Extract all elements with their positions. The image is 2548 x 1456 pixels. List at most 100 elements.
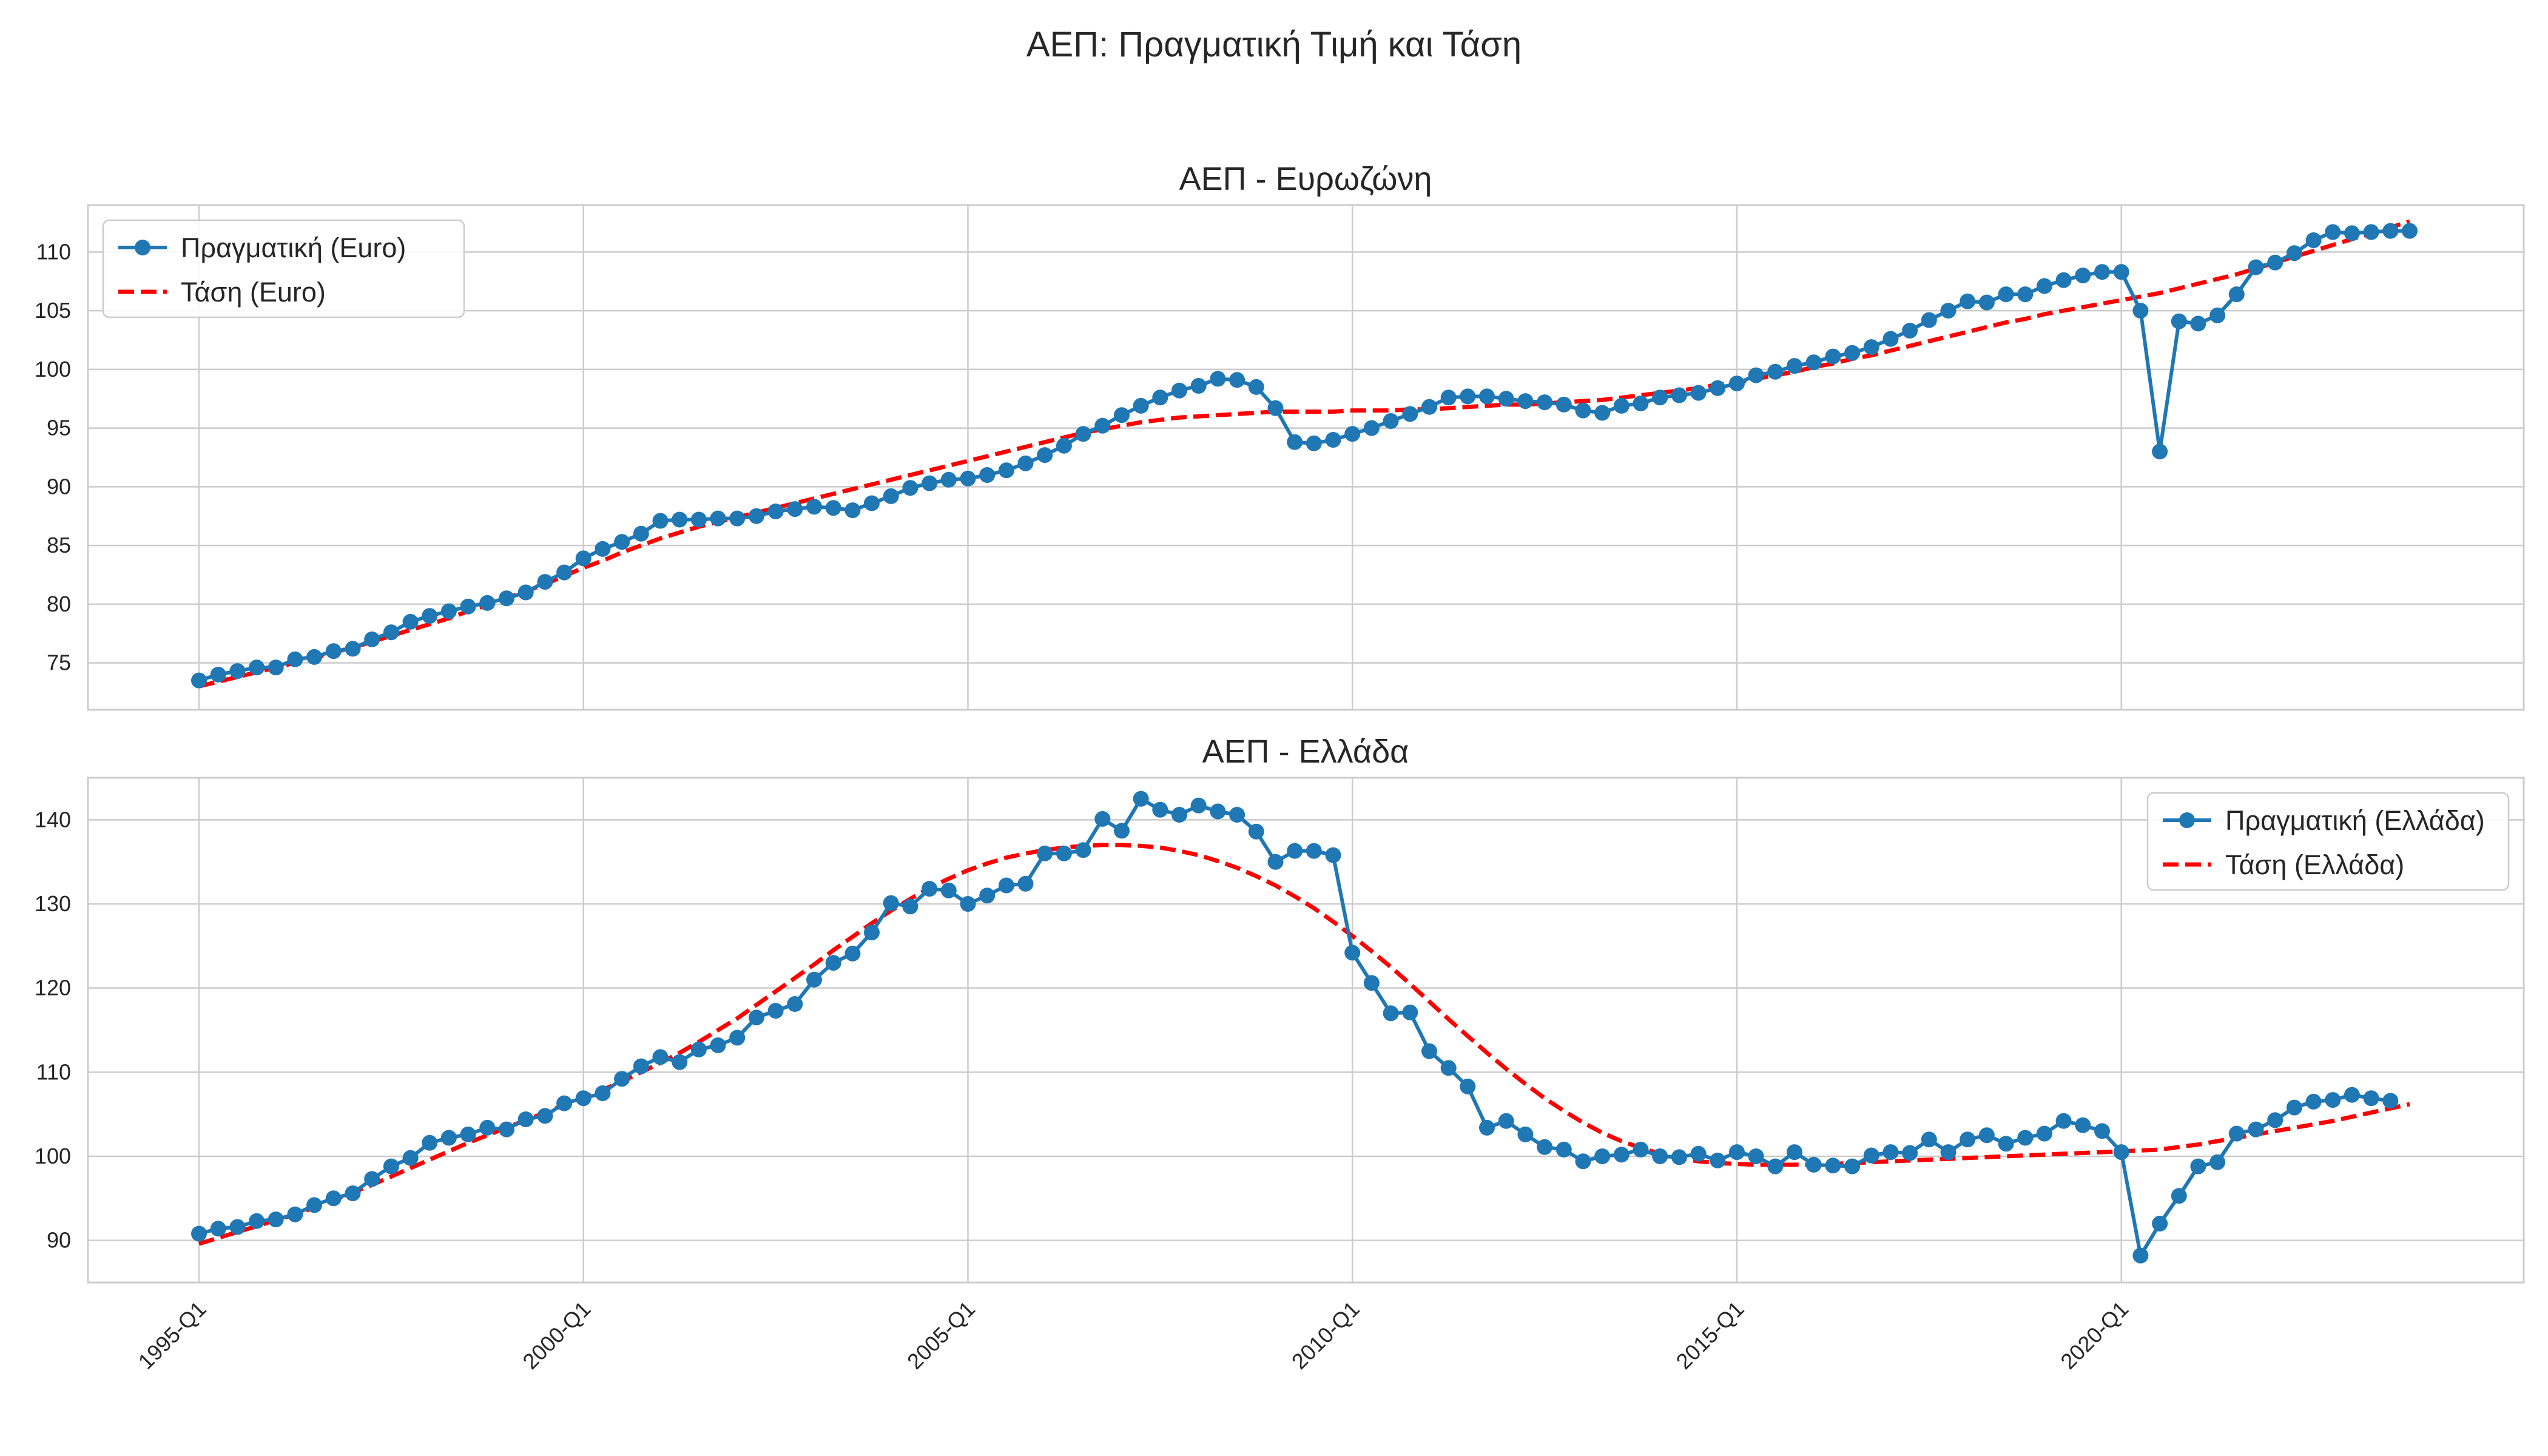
data-point [652,1049,669,1065]
data-point [922,475,938,491]
y-tick-label: 90 [47,474,71,499]
data-point [633,525,649,542]
data-point [1960,293,1976,309]
data-point [2055,272,2072,288]
data-point [1190,797,1207,814]
data-point [1267,400,1284,416]
frame-eurozone [87,204,2525,711]
data-point [787,501,803,517]
data-point [268,659,284,676]
data-point [1767,363,1784,380]
data-point [1998,1136,2014,1152]
data-point [1056,437,1072,454]
data-point [1248,823,1264,840]
data-point [383,1158,399,1175]
data-point [210,1221,226,1237]
data-point [825,500,841,516]
data-point [2152,443,2168,460]
data-point [2209,307,2226,323]
data-point [1094,417,1111,434]
y-tick-label: 85 [47,533,71,558]
data-point [1287,843,1303,859]
data-point [1133,397,1149,414]
data-point [402,1150,419,1166]
data-point [1575,1153,1591,1170]
data-point [1921,312,1937,328]
data-point [1440,1060,1457,1076]
data-point [2344,225,2360,241]
data-point [2248,1121,2264,1138]
data-point [767,504,784,519]
data-point [2017,286,2034,303]
data-point [249,1213,265,1229]
data-point [2267,1112,2283,1128]
legend-marker [2179,812,2195,828]
data-point [864,495,880,511]
data-point [729,510,746,527]
data-point [1363,975,1380,991]
data-point [1960,1131,1976,1148]
data-point [402,613,419,630]
data-point [652,513,669,529]
y-tick-labels-greece: 90 100 110 120 130 140 [35,807,71,1252]
data-point [767,1003,784,1019]
data-point [249,659,265,676]
y-tick-labels-eurozone: 75 80 85 90 95 100 105 110 [35,239,71,675]
data-point [364,1171,380,1187]
data-point [940,471,957,488]
data-point [499,1121,514,1138]
data-point [1555,396,1572,413]
data-point [1613,397,1630,414]
data-point [1325,847,1341,863]
data-point [806,971,822,988]
data-point [1344,426,1361,442]
data-point [1383,1005,1399,1022]
legend-box [2146,792,2510,891]
data-point [1017,455,1034,471]
data-point [1133,790,1149,807]
data-point [864,925,880,941]
data-point [633,1058,649,1074]
data-point [2286,245,2302,261]
data-point [2248,259,2264,275]
data-point [517,1111,534,1127]
data-point [2305,232,2322,248]
data-point [479,595,496,611]
data-point [1633,1141,1649,1158]
data-point [960,470,976,487]
data-point [229,663,246,679]
data-point [1402,1004,1418,1020]
data-point [1690,385,1707,401]
data-point [1094,811,1111,827]
data-point [1210,803,1226,820]
data-point [1940,303,1956,319]
data-point [1729,376,1745,392]
data-point [902,898,918,915]
series-greece [191,790,2410,1264]
y-tick-label: 90 [47,1228,71,1253]
data-point [2325,224,2341,240]
y-tick-label: 105 [35,298,71,323]
data-point [537,574,553,590]
data-point [614,1071,630,1087]
panel-title-eurozone: ΑΕΠ - Ευρωζώνη [1179,161,1432,197]
data-point [1537,394,1553,411]
data-point [1421,1043,1437,1059]
data-point [575,550,592,567]
data-point [1729,1144,1745,1161]
data-point [1402,406,1418,422]
data-point [2228,1125,2245,1142]
data-point [1940,1144,1956,1161]
legend-marker [135,240,150,255]
data-point [1114,823,1130,839]
y-tick-label: 140 [35,807,71,832]
data-point [460,598,476,615]
data-point [2382,223,2399,239]
data-point [325,643,342,659]
data-point [595,1085,611,1101]
data-point [998,877,1014,894]
data-point [1287,434,1303,450]
data-point [1825,1158,1841,1174]
data-point [210,667,226,682]
data-point [2171,313,2187,329]
